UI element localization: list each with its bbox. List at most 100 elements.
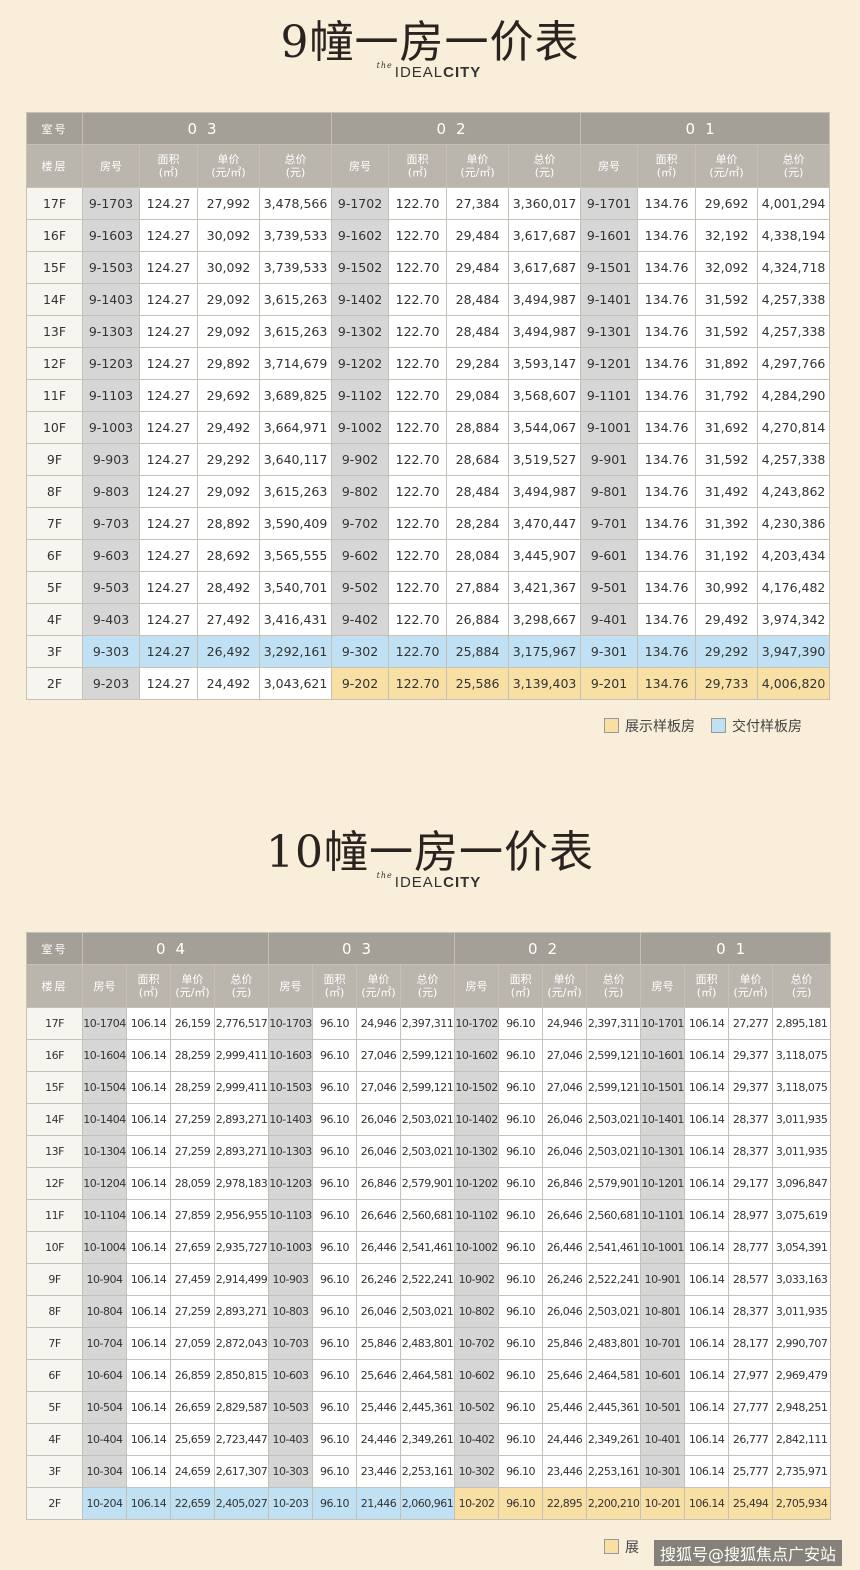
floor-label: 2F — [26, 1487, 83, 1520]
room-number-cell: 9-1103 — [82, 379, 140, 412]
table-row: 3F 10-304 106.14 24,659 2,617,307 10-303 96.10… — [26, 1455, 832, 1488]
area-cell: 96.10 — [312, 1295, 358, 1328]
unit-price-cell: 27,992 — [197, 187, 260, 220]
room-number-cell: 9-1403 — [82, 283, 140, 316]
total-price-header-line: 总价 — [782, 153, 805, 166]
total-price-cell: 2,893,271 — [213, 1295, 270, 1328]
room-no-header: 房号 — [268, 964, 314, 1008]
area-header: 面积 (㎡) — [388, 144, 448, 188]
area-cell: 106.14 — [684, 1103, 730, 1136]
unit-price-header-line: (元/㎡) — [211, 166, 246, 179]
room-number-cell: 9-703 — [82, 507, 140, 540]
total-price-cell: 2,560,681 — [400, 1199, 456, 1232]
room-number-cell: 10-1701 — [640, 1007, 686, 1040]
unit-price-cell: 26,884 — [446, 603, 510, 636]
total-price-header: 总价 (元) — [757, 144, 831, 188]
area-cell: 106.14 — [684, 1295, 730, 1328]
room-number-cell: 9-1401 — [580, 283, 639, 316]
total-price-cell: 2,349,261 — [400, 1423, 456, 1456]
total-price-cell: 3,593,147 — [508, 347, 582, 380]
room-number-cell: 9-1001 — [580, 411, 639, 444]
total-price-cell: 4,297,766 — [757, 347, 831, 380]
area-cell: 96.10 — [312, 1199, 358, 1232]
area-cell: 122.70 — [388, 347, 448, 380]
room-number-cell: 9-1301 — [580, 315, 639, 348]
area-cell: 96.10 — [498, 1007, 544, 1040]
area-header: 面积 (㎡) — [312, 964, 358, 1008]
table-row: 7F 9-703 124.27 28,892 3,590,409 9-702 122.70 2… — [26, 507, 831, 540]
area-cell: 134.76 — [637, 315, 697, 348]
room-number-cell: 10-1603 — [268, 1039, 314, 1072]
room-number-header: 室号 — [26, 112, 83, 145]
header-row-groups: 室号 03 02 01 — [26, 112, 831, 145]
total-price-header-line: 总价 — [790, 973, 813, 986]
unit-price-cell: 28,177 — [728, 1327, 774, 1360]
total-price-header: 总价 (元) — [508, 144, 582, 188]
room-number-cell: 10-602 — [454, 1359, 500, 1392]
room-number-cell: 9-702 — [331, 507, 390, 540]
room-no-header-line: 房号 — [349, 159, 372, 173]
room-number-cell: 9-1703 — [82, 187, 140, 220]
area-cell: 134.76 — [637, 283, 697, 316]
area-cell: 96.10 — [498, 1455, 544, 1488]
area-cell: 106.14 — [126, 1007, 171, 1040]
unit-group-header: 02 — [331, 112, 582, 145]
room-number-cell: 9-902 — [331, 443, 390, 476]
room-number-cell: 10-901 — [640, 1263, 686, 1296]
area-header-line: (㎡) — [656, 166, 677, 179]
table-row: 9F 9-903 124.27 29,292 3,640,117 9-902 122.70 2… — [26, 443, 831, 476]
floor-label: 7F — [26, 1327, 83, 1360]
total-price-cell: 3,011,935 — [772, 1295, 832, 1328]
total-price-cell: 2,560,681 — [586, 1199, 642, 1232]
total-price-cell: 2,405,027 — [213, 1487, 270, 1520]
table-row: 11F 9-1103 124.27 29,692 3,689,825 9-1102 122.… — [26, 379, 831, 412]
room-number-cell: 10-1101 — [640, 1199, 686, 1232]
area-cell: 96.10 — [312, 1391, 358, 1424]
room-number-cell: 10-1203 — [268, 1167, 314, 1200]
total-price-cell: 2,999,411 — [213, 1071, 270, 1104]
area-cell: 122.70 — [388, 283, 448, 316]
unit-price-cell: 28,377 — [728, 1103, 774, 1136]
unit-price-cell: 28,377 — [728, 1295, 774, 1328]
unit-price-cell: 27,459 — [170, 1263, 215, 1296]
total-price-header: 总价 (元) — [772, 964, 832, 1008]
room-number-cell: 9-1701 — [580, 187, 639, 220]
area-cell: 106.14 — [126, 1359, 171, 1392]
total-price-cell: 4,284,290 — [757, 379, 831, 412]
room-number-cell: 9-1603 — [82, 219, 140, 252]
total-price-cell: 2,503,021 — [586, 1135, 642, 1168]
room-number-cell: 10-1304 — [82, 1135, 127, 1168]
room-number-cell: 9-602 — [331, 539, 390, 572]
table-row: 6F 9-603 124.27 28,692 3,565,555 9-602 122.70 2… — [26, 539, 831, 572]
area-cell: 106.14 — [684, 1423, 730, 1456]
unit-price-cell: 24,446 — [542, 1423, 588, 1456]
room-number-cell: 10-1602 — [454, 1039, 500, 1072]
room-number-cell: 9-1402 — [331, 283, 390, 316]
room-number-cell: 10-401 — [640, 1423, 686, 1456]
unit-price-cell: 26,846 — [356, 1167, 402, 1200]
floor-label: 9F — [26, 1263, 83, 1296]
area-cell: 106.14 — [126, 1167, 171, 1200]
total-price-cell: 2,842,111 — [772, 1423, 832, 1456]
room-number-cell: 10-1204 — [82, 1167, 127, 1200]
floor-label: 11F — [26, 379, 83, 412]
room-number-cell: 10-1403 — [268, 1103, 314, 1136]
total-price-cell: 2,872,043 — [213, 1327, 270, 1360]
total-price-cell: 2,445,361 — [400, 1391, 456, 1424]
floor-label: 12F — [26, 347, 83, 380]
floor-label: 17F — [26, 187, 83, 220]
area-cell: 124.27 — [139, 219, 198, 252]
area-cell: 122.70 — [388, 539, 448, 572]
room-number-cell: 10-1303 — [268, 1135, 314, 1168]
room-number-cell: 10-301 — [640, 1455, 686, 1488]
room-number-cell: 9-302 — [331, 635, 390, 668]
unit-price-cell: 26,859 — [170, 1359, 215, 1392]
room-number-cell: 9-1601 — [580, 219, 639, 252]
room-number-cell: 10-1301 — [640, 1135, 686, 1168]
room-number-cell: 10-1601 — [640, 1039, 686, 1072]
total-price-cell: 3,947,390 — [757, 635, 831, 668]
unit-price-cell: 29,092 — [197, 475, 260, 508]
total-price-cell: 3,615,263 — [258, 475, 333, 508]
table-row: 2F 10-204 106.14 22,659 2,405,027 10-203 96.10… — [26, 1487, 832, 1520]
unit-price-cell: 28,484 — [446, 475, 510, 508]
